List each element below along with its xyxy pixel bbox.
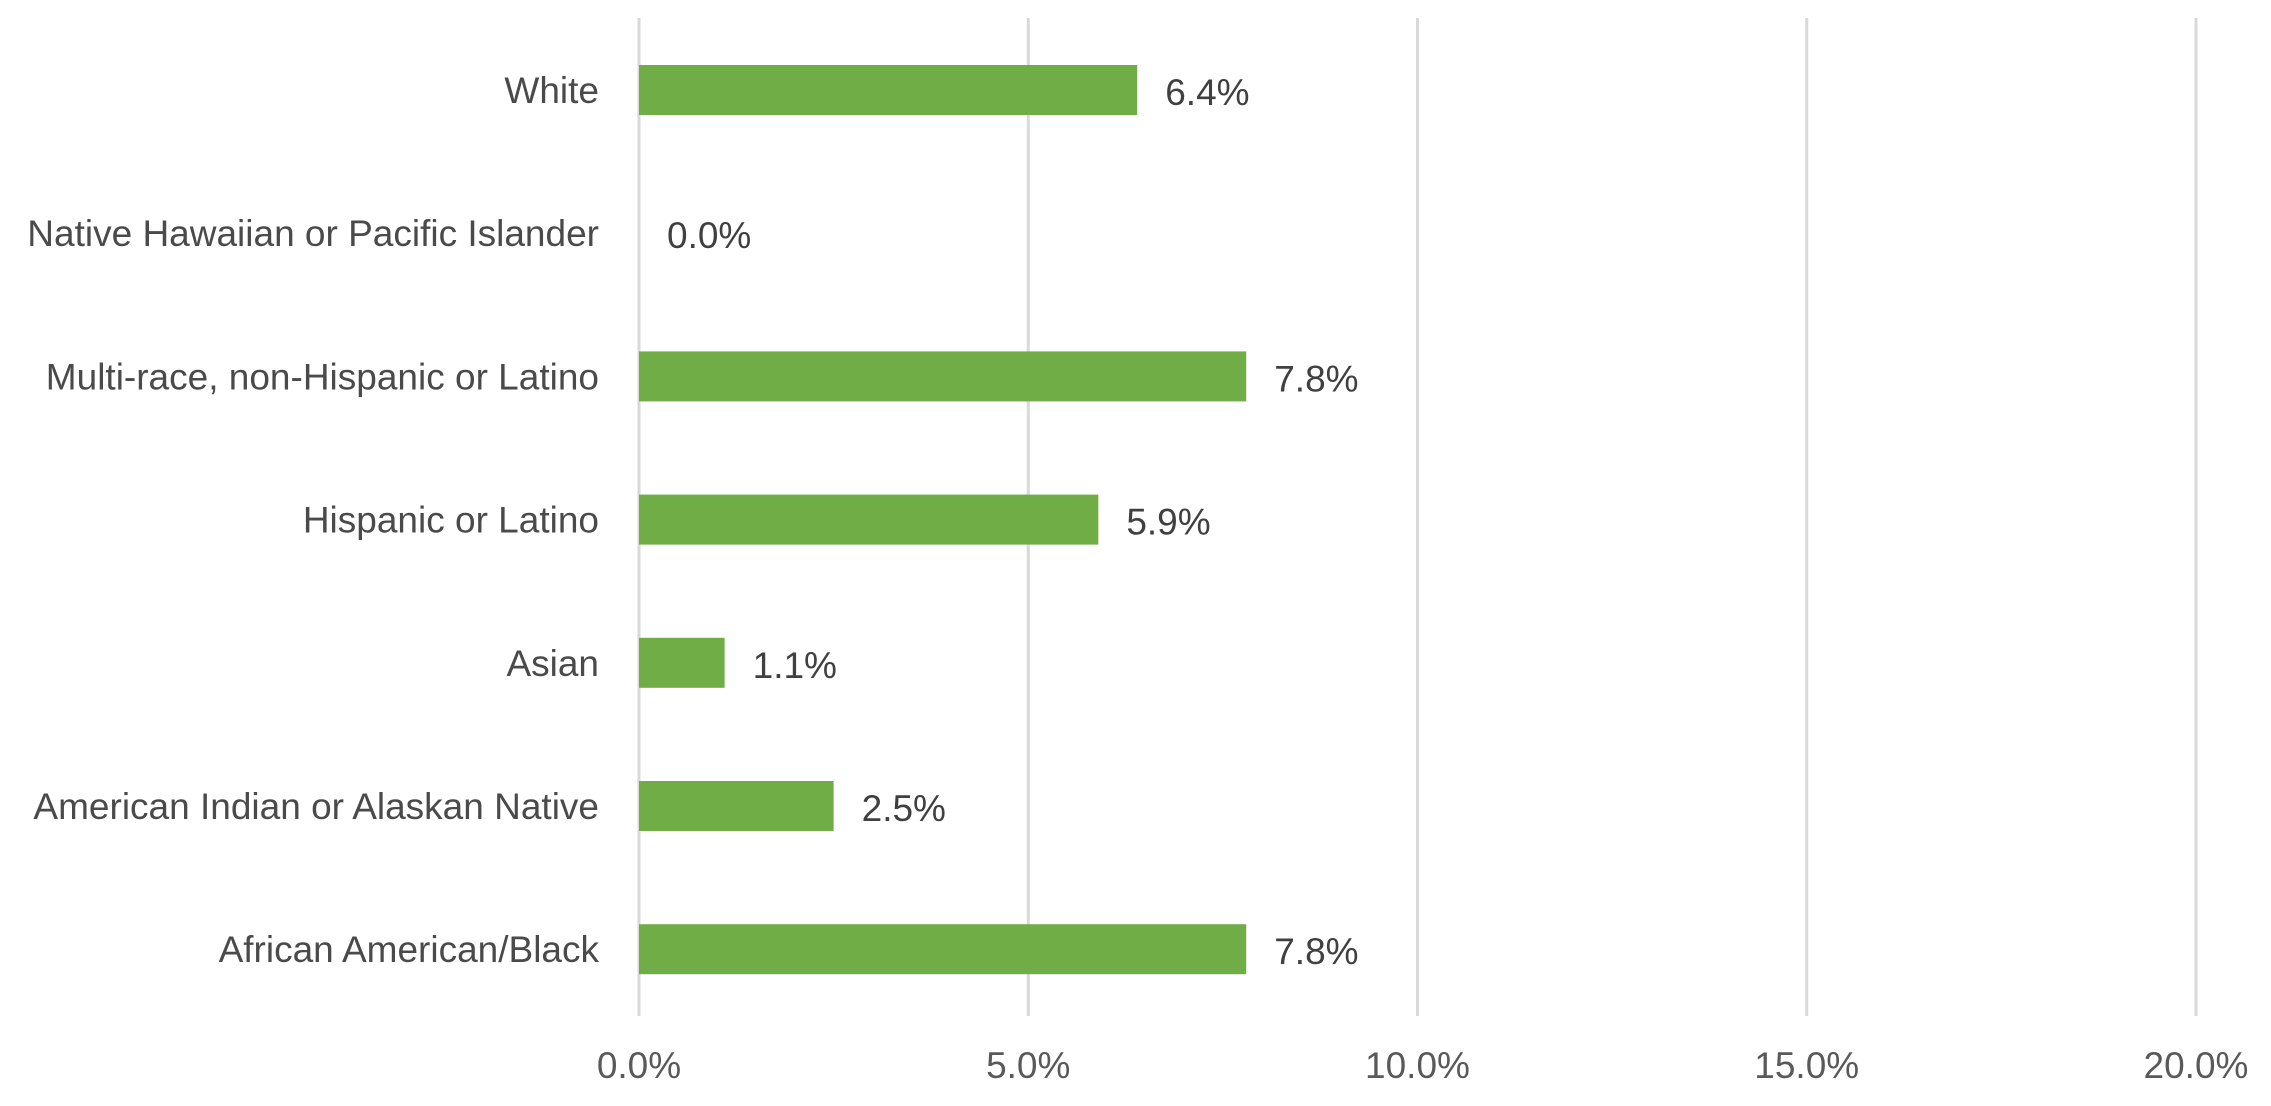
category-labels: White Native Hawaiian or Pacific Islander… (27, 70, 599, 970)
category-label: White (504, 70, 599, 111)
data-label: 5.9% (1126, 502, 1210, 543)
data-label: 0.0% (667, 215, 751, 256)
x-axis-tick-labels: 0.0% 5.0% 10.0% 15.0% 20.0% (597, 1045, 2249, 1086)
category-label: American Indian or Alaskan Native (33, 786, 599, 827)
gridlines (637, 18, 2198, 1016)
x-tick-label: 5.0% (986, 1045, 1070, 1086)
x-tick-label: 0.0% (597, 1045, 681, 1086)
bar (639, 924, 1247, 975)
bar (639, 351, 1247, 402)
bar (639, 65, 1138, 115)
data-label: 1.1% (753, 645, 837, 686)
data-label: 7.8% (1274, 931, 1358, 972)
category-label: Asian (506, 643, 599, 684)
bar (639, 494, 1099, 545)
category-label: Native Hawaiian or Pacific Islander (27, 213, 599, 254)
x-tick-label: 15.0% (1754, 1045, 1859, 1086)
data-labels: 6.4% 0.0% 7.8% 5.9% 1.1% 2.5% 7.8% (667, 72, 1359, 972)
bar (639, 637, 725, 688)
bars (639, 65, 1247, 975)
data-label: 6.4% (1165, 72, 1249, 113)
category-label: African American/Black (219, 929, 600, 970)
x-tick-label: 20.0% (2144, 1045, 2249, 1086)
category-label: Multi-race, non-Hispanic or Latino (46, 356, 599, 397)
data-label: 7.8% (1274, 358, 1358, 399)
data-label: 2.5% (862, 788, 946, 829)
x-tick-label: 10.0% (1365, 1045, 1470, 1086)
bar (639, 781, 834, 831)
category-label: Hispanic or Latino (303, 500, 599, 541)
